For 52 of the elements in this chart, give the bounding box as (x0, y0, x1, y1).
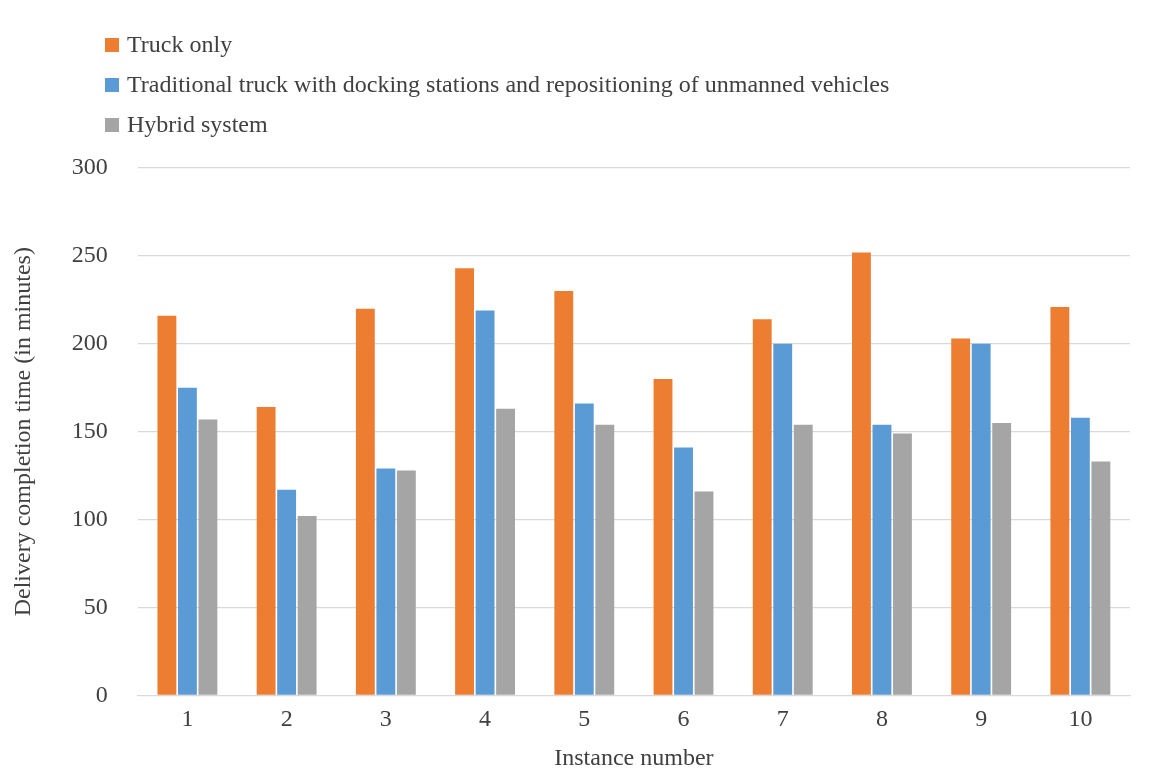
bar (773, 343, 793, 695)
bar (496, 408, 516, 695)
bar (1091, 461, 1111, 695)
y-tick-label: 0 (95, 680, 108, 707)
y-axis-title: Delivery completion time (in minutes) (8, 247, 35, 617)
bar (752, 319, 772, 695)
bar (277, 489, 297, 695)
legend-label: Traditional truck with docking stations and repositioning of unmanned vehicles (127, 71, 890, 98)
bar (595, 424, 615, 695)
bar (355, 308, 375, 695)
bar (574, 403, 594, 695)
bar (554, 291, 574, 695)
y-tick-label: 300 (71, 153, 108, 180)
bar (793, 424, 813, 695)
bar (971, 343, 991, 695)
bar (297, 516, 317, 695)
bar (992, 422, 1012, 695)
y-tick-label: 50 (83, 592, 108, 619)
bar (177, 387, 197, 695)
bar (455, 268, 474, 695)
bar (376, 468, 396, 695)
bar (893, 433, 912, 695)
legend-label: Hybrid system (127, 111, 268, 138)
bar (1050, 306, 1070, 695)
y-tick-label: 150 (71, 417, 108, 443)
x-tick-label: 4 (479, 705, 492, 732)
y-tick-label: 250 (71, 241, 108, 268)
bar (157, 315, 177, 695)
y-tick-label: 100 (71, 504, 108, 531)
x-tick-label: 8 (875, 705, 888, 732)
bar (674, 447, 693, 695)
x-tick-label: 5 (578, 705, 591, 732)
bar (653, 378, 673, 695)
y-tick-label: 200 (71, 329, 108, 356)
bar (256, 407, 276, 695)
legend-label: Truck only (127, 31, 233, 58)
bar (198, 419, 218, 695)
bar (951, 338, 971, 695)
bar (475, 310, 495, 695)
x-tick-label: 9 (975, 705, 988, 732)
x-tick-label: 6 (677, 705, 690, 732)
bar (396, 470, 416, 695)
x-tick-label: 3 (379, 705, 392, 732)
x-tick-label: 10 (1068, 705, 1093, 732)
bar (872, 424, 892, 695)
x-tick-label: 2 (280, 705, 293, 732)
x-tick-label: 7 (776, 705, 789, 732)
bar (1070, 417, 1090, 695)
x-axis-title: Instance number (554, 743, 714, 770)
bar (852, 252, 871, 695)
bar (694, 491, 714, 695)
x-tick-label: 1 (181, 705, 194, 732)
